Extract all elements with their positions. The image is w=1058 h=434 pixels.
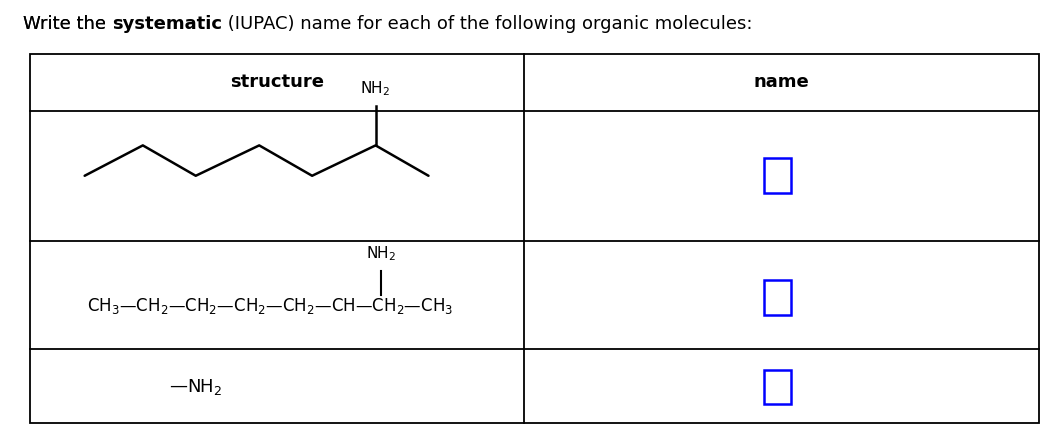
Bar bbox=[765, 280, 791, 315]
Text: NH$_2$: NH$_2$ bbox=[366, 244, 396, 263]
Bar bbox=[765, 370, 791, 404]
Text: systematic: systematic bbox=[112, 15, 222, 33]
Text: (IUPAC) name for each of the following organic molecules:: (IUPAC) name for each of the following o… bbox=[222, 15, 752, 33]
Bar bbox=[765, 158, 791, 193]
Text: structure: structure bbox=[230, 73, 324, 92]
Text: CH$_3$—CH$_2$—CH$_2$—CH$_2$—CH$_2$—CH—CH$_2$—CH$_3$: CH$_3$—CH$_2$—CH$_2$—CH$_2$—CH$_2$—CH—CH… bbox=[87, 296, 453, 316]
Text: Write the: Write the bbox=[23, 15, 112, 33]
Text: —NH$_2$: —NH$_2$ bbox=[169, 377, 222, 397]
Text: name: name bbox=[753, 73, 809, 92]
Text: NH$_2$: NH$_2$ bbox=[361, 79, 390, 98]
Text: Write the: Write the bbox=[23, 15, 112, 33]
Bar bbox=[30, 54, 1039, 423]
